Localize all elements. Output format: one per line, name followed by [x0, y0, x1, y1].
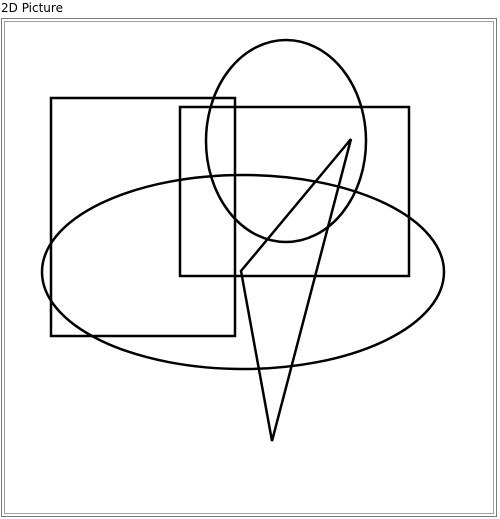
window-title: 2D Picture	[1, 1, 63, 15]
drawing-canvas-inner-border	[4, 21, 494, 514]
wide-ellipse	[40, 173, 446, 371]
left-rectangle	[49, 96, 237, 338]
drawing-canvas-frame	[1, 18, 497, 517]
triangle	[239, 138, 353, 442]
top-ellipse	[204, 38, 368, 244]
right-rectangle	[178, 105, 411, 278]
